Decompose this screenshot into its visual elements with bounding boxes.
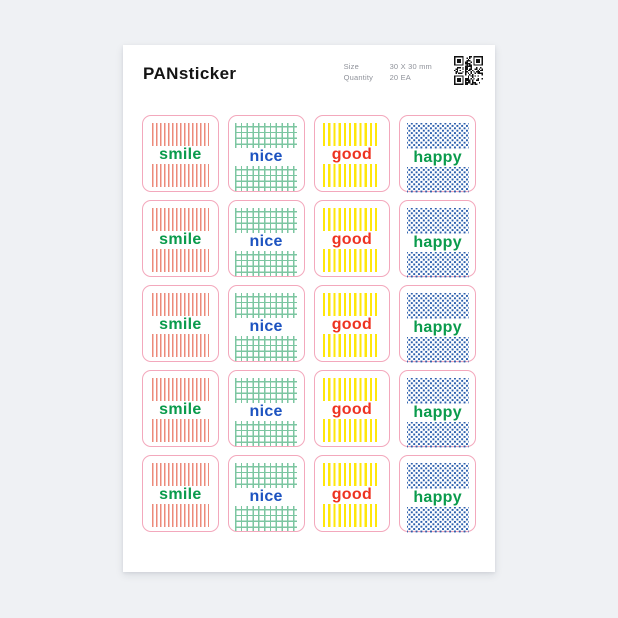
sticker-label: happy	[413, 234, 462, 251]
sticker-nice: nice	[227, 115, 305, 192]
sticker-label: good	[331, 486, 373, 503]
sticker-pattern-bottom	[235, 506, 298, 531]
sticker-label: happy	[413, 489, 462, 506]
sticker-pattern-top	[323, 463, 381, 486]
sticker-pattern-bottom	[235, 251, 298, 276]
qr-code-icon	[454, 56, 483, 85]
sticker-label: nice	[249, 403, 283, 420]
sticker-pattern-top	[406, 293, 469, 319]
sticker-pattern-bottom	[406, 337, 469, 363]
sticker-label: good	[331, 146, 373, 163]
sticker-pattern-top	[151, 378, 209, 401]
sticker-label: good	[331, 401, 373, 418]
sticker-nice: nice	[227, 455, 305, 532]
sticker-nice: nice	[227, 200, 305, 277]
sticker-good: good	[313, 370, 391, 447]
sticker-pattern-bottom	[406, 507, 469, 533]
sticker-good: good	[313, 285, 391, 362]
sticker-pattern-top	[235, 463, 298, 488]
page-header: PANsticker Size 30 X 30 mm Quantity 20 E…	[123, 45, 495, 85]
sticker-pattern-bottom	[151, 504, 209, 527]
sticker-label: nice	[249, 318, 283, 335]
sticker-pattern-bottom	[406, 422, 469, 448]
sticker-label: happy	[413, 404, 462, 421]
sticker-label: smile	[159, 316, 202, 333]
sticker-pattern-bottom	[323, 504, 381, 527]
sticker-happy: happy	[399, 285, 476, 363]
brand-title: PANsticker	[143, 64, 237, 83]
sticker-label: good	[331, 231, 373, 248]
sticker-pattern-top	[235, 123, 298, 148]
sheet-meta: Size 30 X 30 mm Quantity 20 EA	[344, 62, 432, 83]
meta-quantity-value: 20 EA	[389, 73, 411, 83]
meta-size-value: 30 X 30 mm	[389, 62, 432, 71]
sticker-good: good	[313, 200, 391, 277]
sticker-happy: happy	[399, 115, 476, 193]
sticker-happy: happy	[399, 370, 476, 448]
sticker-pattern-bottom	[406, 252, 469, 278]
sticker-smile: smile	[142, 455, 219, 532]
sticker-smile: smile	[142, 370, 219, 447]
sticker-pattern-bottom	[323, 249, 381, 272]
sticker-pattern-top	[151, 463, 209, 486]
sticker-label: smile	[159, 231, 202, 248]
sticker-nice: nice	[227, 285, 305, 362]
sticker-pattern-top	[323, 378, 381, 401]
sticker-label: nice	[249, 488, 283, 505]
sticker-sheet-page: PANsticker Size 30 X 30 mm Quantity 20 E…	[123, 45, 495, 572]
sticker-pattern-top	[406, 208, 469, 234]
meta-quantity-label: Quantity	[343, 73, 374, 83]
sticker-nice: nice	[227, 370, 305, 447]
sticker-pattern-top	[235, 378, 298, 403]
sticker-pattern-top	[406, 463, 469, 489]
sticker-pattern-top	[406, 123, 469, 149]
sticker-pattern-bottom	[235, 336, 298, 361]
sticker-pattern-top	[323, 293, 381, 316]
sticker-grid: smile nice good happy smile nice good ha…	[123, 115, 495, 533]
sticker-label: nice	[249, 233, 283, 250]
sticker-pattern-top	[151, 123, 209, 146]
sticker-smile: smile	[142, 285, 219, 362]
sticker-pattern-top	[235, 293, 298, 318]
sticker-pattern-top	[235, 208, 298, 233]
sticker-label: good	[331, 316, 373, 333]
sticker-pattern-bottom	[151, 419, 209, 442]
sticker-pattern-top	[151, 293, 209, 316]
sticker-label: smile	[159, 401, 202, 418]
sticker-pattern-bottom	[235, 421, 298, 446]
sticker-pattern-top	[323, 208, 381, 231]
sticker-label: smile	[159, 486, 202, 503]
sticker-happy: happy	[399, 200, 476, 278]
sticker-smile: smile	[142, 200, 219, 277]
sticker-pattern-bottom	[323, 164, 381, 187]
sticker-smile: smile	[142, 115, 219, 192]
sticker-pattern-bottom	[235, 166, 298, 191]
sticker-good: good	[313, 115, 391, 192]
sticker-pattern-bottom	[406, 167, 469, 193]
meta-size-label: Size	[343, 62, 359, 71]
sticker-label: happy	[413, 319, 462, 336]
sticker-pattern-bottom	[323, 334, 381, 357]
sticker-pattern-bottom	[151, 334, 209, 357]
sticker-pattern-bottom	[151, 164, 209, 187]
sticker-pattern-top	[151, 208, 209, 231]
sticker-pattern-bottom	[323, 419, 381, 442]
sticker-pattern-bottom	[151, 249, 209, 272]
sticker-pattern-top	[406, 378, 469, 404]
sticker-label: happy	[413, 149, 462, 166]
sticker-label: nice	[249, 148, 283, 165]
sticker-good: good	[313, 455, 391, 532]
sticker-label: smile	[159, 146, 202, 163]
sticker-happy: happy	[399, 455, 476, 533]
sticker-pattern-top	[323, 123, 381, 146]
